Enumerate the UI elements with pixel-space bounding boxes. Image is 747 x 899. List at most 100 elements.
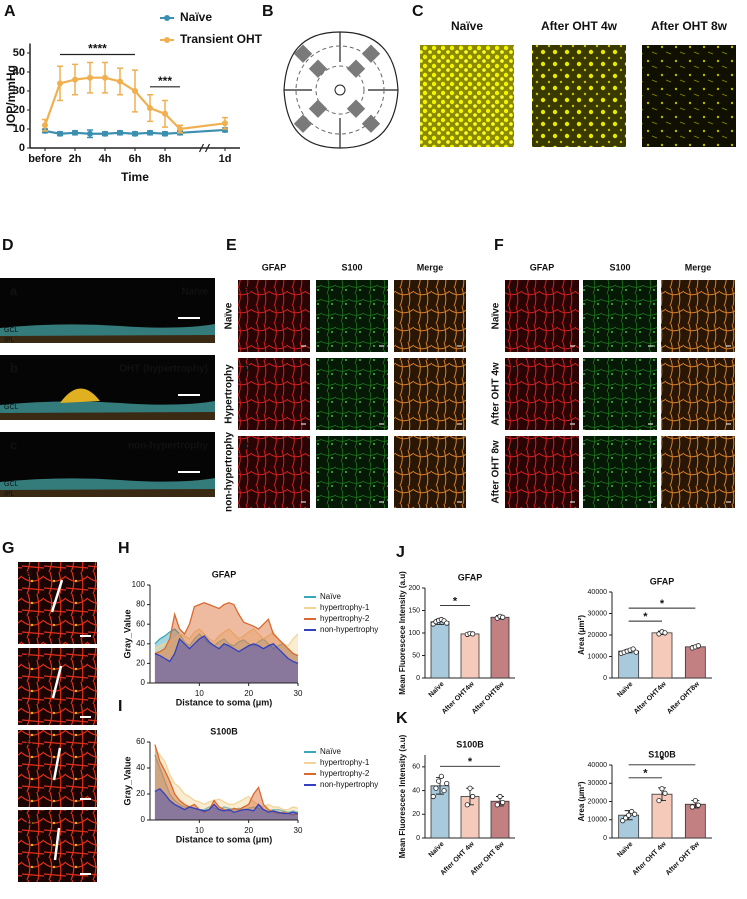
data-point	[470, 631, 476, 637]
panel-letter: A	[4, 3, 16, 20]
image-letter: c	[26, 734, 33, 748]
column-label: GFAP	[530, 262, 555, 272]
data-point	[444, 620, 450, 626]
data-point	[102, 130, 108, 137]
image-letter: b	[510, 360, 517, 374]
data-point	[500, 614, 506, 620]
data-point	[630, 646, 636, 652]
y-axis-title: Gray_Value	[122, 609, 132, 658]
data-point	[222, 120, 228, 127]
data-point	[72, 129, 78, 136]
sample-squares	[293, 44, 381, 133]
astrocyte	[60, 388, 100, 403]
x-tick-label: 8h	[159, 153, 172, 165]
y-tick-label: 0	[416, 675, 420, 682]
tissue-layer	[0, 412, 215, 420]
y-axis-title: Mean Fluorescece Intensity (a.u)	[398, 571, 407, 695]
y-tick-label: 0	[603, 835, 607, 842]
y-tick-label: 60	[136, 619, 145, 628]
tissue-layer	[0, 335, 215, 343]
chart-title: S100B	[210, 726, 238, 736]
x-axis-title: Time	[121, 170, 149, 184]
chart-title: S100B	[648, 749, 676, 759]
data-point	[147, 105, 153, 112]
image-label: Naïve	[181, 287, 208, 298]
image-letter: a	[510, 282, 517, 296]
layer-label: IPL	[4, 337, 15, 344]
image-letter: b	[10, 360, 18, 375]
chart-title: GFAP	[458, 572, 483, 582]
data-point	[147, 129, 153, 136]
dashed-ring	[315, 65, 365, 115]
legend-swatch	[164, 15, 170, 21]
chart-title: S100B	[456, 739, 484, 749]
column-label: Merge	[685, 262, 712, 272]
axis-break	[198, 143, 211, 153]
data-point	[464, 802, 470, 808]
y-tick-label: 0	[141, 815, 146, 824]
chart-title: GFAP	[212, 569, 237, 579]
area-fill	[154, 602, 298, 683]
x-tick-label: Naïve	[616, 681, 634, 699]
layer-label: GCL	[4, 327, 19, 334]
y-tick-label: 0	[603, 675, 607, 682]
data-point	[467, 785, 473, 791]
y-tick-label: 10000	[588, 653, 608, 660]
x-tick-label: 10	[195, 826, 204, 835]
y-tick-label: 60	[136, 737, 145, 746]
y-tick-label: 10	[13, 123, 25, 135]
x-tick-label: 30	[294, 826, 303, 835]
x-axis-title: Distance to soma (μm)	[176, 697, 273, 707]
profile-line	[50, 579, 64, 613]
area-fill	[154, 788, 298, 820]
data-point	[162, 110, 168, 117]
micrograph	[18, 562, 97, 644]
micrograph	[394, 358, 466, 430]
layer-label: GCL	[4, 481, 19, 488]
legend-label: hypertrophy-1	[320, 758, 370, 767]
data-point	[494, 802, 500, 808]
x-tick-label: 30	[294, 689, 303, 698]
profile-line	[53, 827, 61, 861]
chart-title: GFAP	[650, 576, 675, 586]
image-label: After OHT 8w	[651, 19, 728, 33]
area-fill	[154, 629, 298, 683]
data-point	[132, 130, 138, 137]
schematic	[283, 31, 399, 149]
y-tick-label: 50	[412, 652, 420, 659]
row-label: Naïve	[224, 302, 235, 329]
micrograph	[661, 280, 735, 352]
micrograph	[420, 45, 514, 147]
data-point	[87, 130, 93, 137]
y-tick-label: 20000	[588, 632, 608, 639]
data-point	[497, 793, 503, 800]
series-line	[154, 628, 299, 650]
y-tick-label: 40	[13, 66, 25, 78]
legend-label: hypertrophy-1	[320, 603, 370, 612]
panel-letter: F	[494, 237, 504, 254]
bar	[651, 632, 673, 679]
significance-label: *	[643, 768, 648, 780]
row-label: After OHT 4w	[491, 362, 502, 426]
data-point	[500, 799, 506, 806]
series-line	[154, 601, 299, 657]
image-label: non-hypertrophy	[128, 441, 208, 452]
x-tick-label: Naïve	[616, 841, 634, 859]
x-tick-label: before	[28, 153, 62, 165]
y-tick-label: 80	[136, 600, 145, 609]
data-point	[177, 126, 183, 132]
x-tick-label: 20	[244, 826, 253, 835]
row-label: non-hypertrophy	[224, 432, 235, 512]
x-tick-label: Naïve	[428, 681, 446, 699]
image-letter: b	[26, 652, 33, 666]
x-tick-label: After OHT8w	[666, 680, 701, 715]
y-axis-title: Gray_Value	[122, 756, 132, 805]
bar	[684, 646, 706, 679]
data-point	[633, 649, 639, 655]
micrograph	[583, 280, 657, 352]
significance-label: *	[660, 598, 665, 610]
data-point	[117, 78, 123, 85]
y-axis-title: Area (μm²)	[577, 781, 586, 821]
micrograph	[505, 280, 579, 352]
column-label: S100	[609, 262, 630, 272]
